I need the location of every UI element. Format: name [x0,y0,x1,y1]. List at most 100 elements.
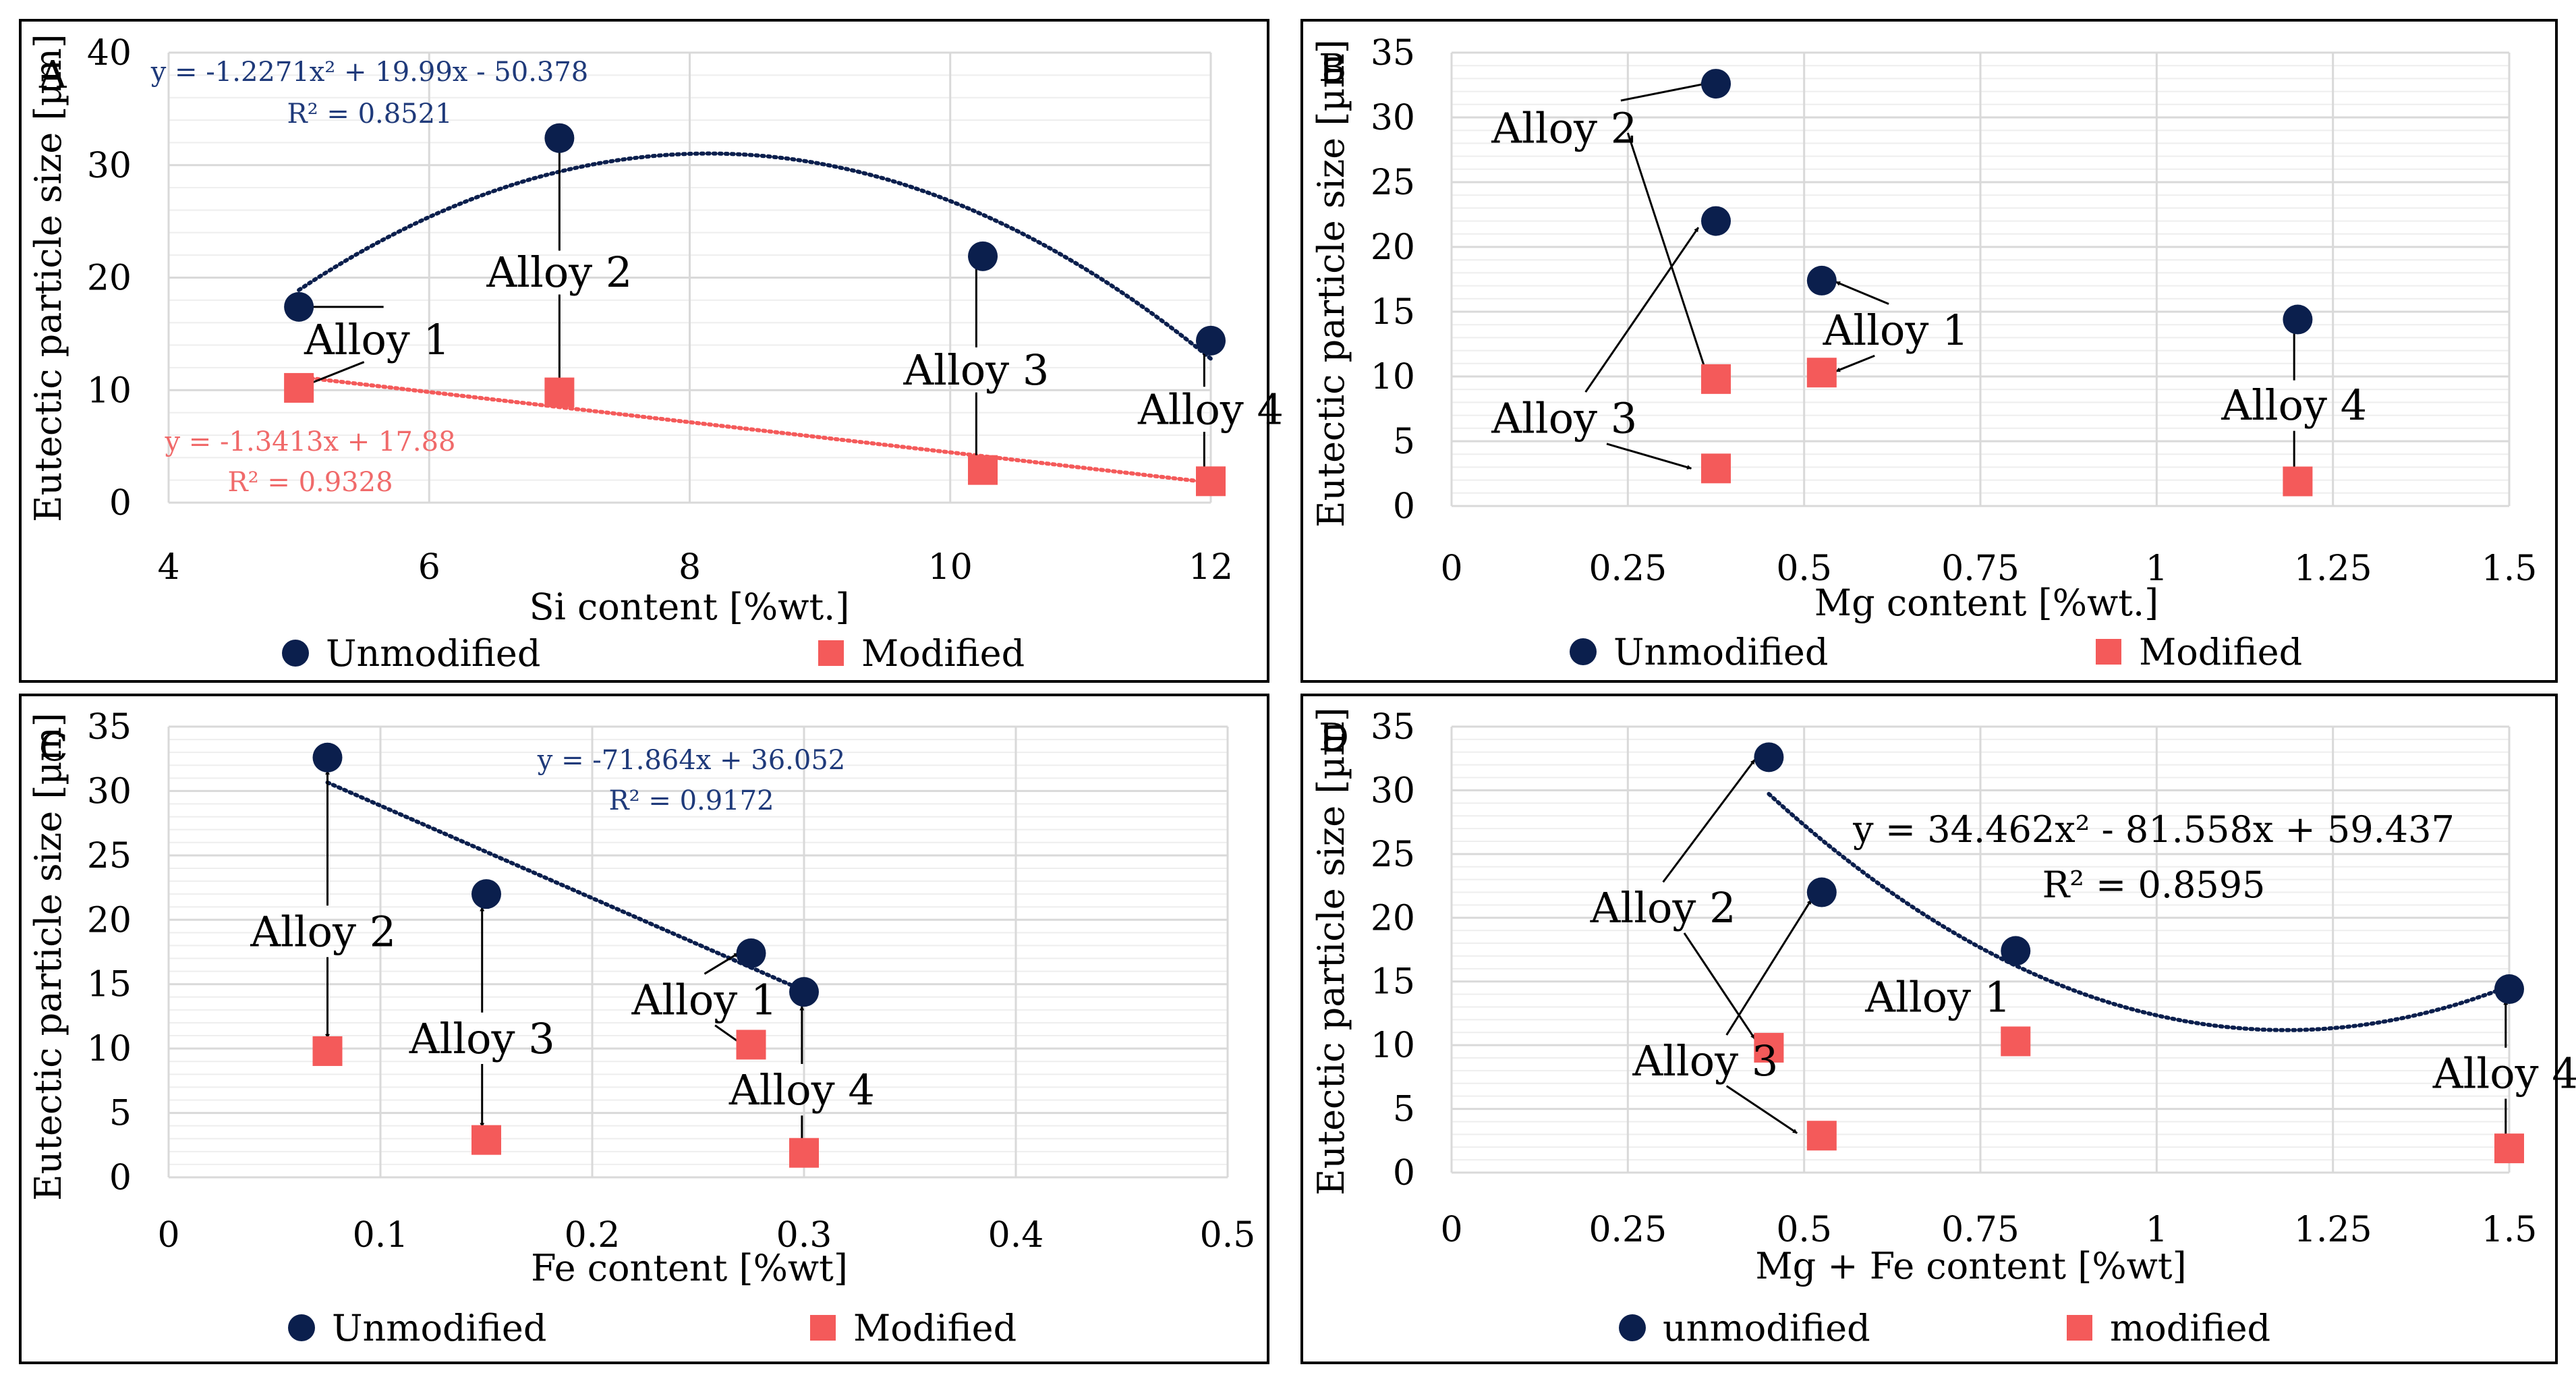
y-axis-label: Eutectic particle size [µm] [27,712,69,1201]
y-tick-label: 10 [1371,357,1415,397]
data-point-unmodified [1701,69,1731,99]
x-tick-label: 8 [679,547,701,588]
annotation-arrow [1835,281,1889,305]
annotation-label: Alloy 3 [409,1014,555,1063]
annotation-arrow [1725,899,1812,1036]
data-point-modified [312,1036,343,1066]
panel-label: C [39,726,68,770]
y-tick-label: 5 [1393,422,1415,462]
y-tick-label: 25 [1371,835,1415,875]
panel-C: C 0 0.1 0.2 0.3 0.4 0.5 0 5 10 15 20 25 30 35 Fe conten… [19,694,1269,1364]
x-tick-label: 0.5 [1776,1210,1832,1250]
annotation-label: Alloy 4 [1137,385,1284,434]
y-tick-label: 20 [1371,898,1415,938]
annotation-label: Alloy 2 [486,248,632,297]
trendline-r2: R² = 0.8595 [2042,864,2266,906]
data-point-modified [1701,453,1731,484]
trendline-r2: R² = 0.9172 [608,785,774,816]
data-point-unmodified [736,938,766,968]
legend-marker-circle [1570,638,1597,665]
trendline-unmodified [297,151,1213,361]
x-tick-label: 0 [1440,549,1462,589]
data-point-unmodified [2283,304,2313,335]
data-point-modified [1806,358,1837,388]
data-point-modified [1196,466,1226,497]
y-axis-label: Eutectic particle size [µm] [27,34,69,522]
data-point-unmodified [1806,265,1837,296]
trendline-unmodified [325,780,806,993]
data-point-unmodified [2001,936,2031,966]
data-point-modified [1806,1121,1837,1151]
y-tick-label: 30 [1371,770,1415,811]
y-axis-label: Eutectic particle size [µm] [1310,707,1352,1196]
legend-marker-circle [288,1314,315,1341]
panel-frame [19,694,1269,1364]
x-tick-label: 6 [418,547,440,588]
data-point-modified [736,1030,766,1060]
annotation-label: Alloy 1 [1864,972,2011,1021]
legend-label: Unmodified [332,1307,546,1349]
x-tick-label: 1.5 [2482,549,2538,589]
trendline-equation: y = -1.3413x + 17.88 [164,426,455,457]
y-tick-label: 30 [1371,98,1415,138]
x-tick-label: 1.5 [2482,1210,2538,1250]
y-tick-label: 40 [87,33,132,74]
y-tick-label: 0 [1393,486,1415,527]
legend-marker-square [2067,1315,2092,1341]
legend-label: Unmodified [1613,631,1828,673]
panel-frame [19,19,1269,683]
x-axis-label: Mg content [%wt.] [1814,582,2158,624]
data-point-modified [789,1138,819,1168]
legend-label: modified [2110,1307,2270,1349]
y-axis-label: Eutectic particle size [µm] [1310,39,1352,528]
y-tick-label: 10 [87,1029,132,1069]
annotation-arrow [1584,227,1700,393]
x-tick-label: 1 [2146,549,2168,589]
x-tick-label: 0.1 [353,1215,409,1256]
data-point-unmodified [312,742,343,773]
x-tick-label: 0 [1440,1210,1462,1250]
y-tick-label: 5 [109,1094,132,1134]
trendline-unmodified [1767,791,2511,1032]
x-tick-label: 0.75 [1941,1210,2020,1250]
panel-frame [1300,694,2558,1364]
y-tick-label: 0 [109,483,132,524]
legend-label: unmodified [1663,1307,1870,1349]
y-tick-label: 0 [1393,1153,1415,1194]
gridlines [1450,51,2511,507]
trendline-equation: y = -1.2271x² + 19.99x - 50.378 [150,57,589,88]
x-tick-label: 1.25 [2294,1210,2372,1250]
y-tick-label: 35 [1371,33,1415,74]
data-point-unmodified [471,879,501,909]
legend-marker-square [2096,639,2121,665]
data-point-modified [968,455,998,485]
x-tick-label: 1 [2146,1210,2168,1250]
trendline-equation: y = -71.864x + 36.052 [537,745,845,776]
annotation-arrow [1606,443,1692,470]
data-point-modified [2001,1026,2031,1057]
x-tick-label: 0.25 [1588,549,1667,589]
data-point-unmodified [284,291,314,322]
y-tick-label: 30 [87,146,132,186]
gridlines [167,725,1229,1179]
annotation-arrow [1683,932,1756,1040]
legend-label: Unmodified [326,632,540,675]
annotation-label: Alloy 3 [1632,1036,1778,1086]
annotation-arrow [704,952,739,975]
legend-marker-circle [282,640,309,667]
legend-label: Modified [2139,631,2302,673]
panel-label: D [1319,716,1349,760]
annotation-arrow [1725,1085,1798,1134]
gridlines [1450,725,2511,1174]
data-point-modified [471,1125,501,1155]
x-tick-label: 1.25 [2294,549,2372,589]
data-point-unmodified [544,123,575,153]
legend-marker-square [810,1315,836,1341]
trendline-modified [297,374,1213,485]
y-tick-label: 0 [109,1158,132,1198]
x-tick-label: 10 [928,547,973,588]
annotation-arrow [1835,354,1875,372]
data-point-unmodified [968,241,998,271]
trendline-r2: R² = 0.9328 [227,467,393,498]
annotation-arrow [1662,759,1756,883]
